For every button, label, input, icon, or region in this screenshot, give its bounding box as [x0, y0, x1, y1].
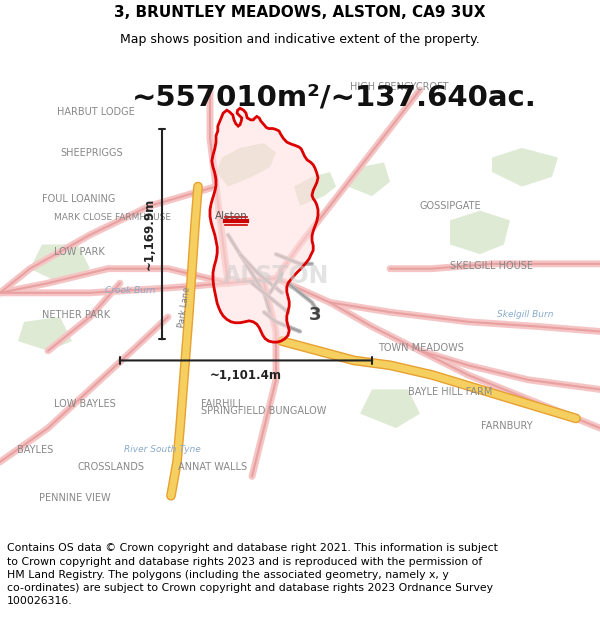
Text: FAIRHILL: FAIRHILL [201, 399, 243, 409]
Polygon shape [294, 172, 336, 206]
Polygon shape [492, 148, 558, 186]
Polygon shape [450, 211, 510, 254]
Text: HIGH SPENCYCROFT: HIGH SPENCYCROFT [350, 82, 448, 92]
Text: LOW PARK: LOW PARK [54, 247, 105, 257]
Text: 3: 3 [309, 306, 321, 324]
Text: ANNAT WALLS: ANNAT WALLS [178, 462, 248, 472]
Polygon shape [348, 162, 390, 196]
Text: ALSTON: ALSTON [223, 264, 329, 288]
Text: CROSSLANDS: CROSSLANDS [77, 462, 145, 472]
Text: Skelgill Burn: Skelgill Burn [497, 310, 553, 319]
Text: BAYLE HILL FARM: BAYLE HILL FARM [408, 387, 493, 397]
Polygon shape [216, 143, 276, 186]
Text: FOUL LOANING: FOUL LOANING [42, 194, 115, 204]
Text: Contains OS data © Crown copyright and database right 2021. This information is : Contains OS data © Crown copyright and d… [7, 543, 498, 606]
Polygon shape [30, 244, 90, 283]
Text: PENNINE VIEW: PENNINE VIEW [39, 493, 111, 503]
Text: FARNBURY: FARNBURY [481, 421, 533, 431]
Text: River South Tyne: River South Tyne [124, 446, 200, 454]
Text: MARK CLOSE FARMHOUSE: MARK CLOSE FARMHOUSE [54, 213, 171, 222]
Polygon shape [18, 317, 72, 351]
Polygon shape [360, 389, 420, 428]
Text: LOW BAYLES: LOW BAYLES [54, 399, 116, 409]
Text: SPRINGFIELD BUNGALOW: SPRINGFIELD BUNGALOW [202, 406, 326, 416]
Text: Alston: Alston [215, 211, 247, 221]
Polygon shape [210, 108, 318, 342]
Text: ~557010m²/~137.640ac.: ~557010m²/~137.640ac. [132, 83, 537, 111]
Text: HARBUT LODGE: HARBUT LODGE [57, 107, 135, 117]
Text: TOWN MEADOWS: TOWN MEADOWS [378, 343, 464, 353]
Text: Crook Burn: Crook Burn [105, 286, 155, 295]
Text: NETHER PARK: NETHER PARK [42, 309, 110, 319]
Text: ~1,101.4m: ~1,101.4m [210, 369, 282, 382]
Text: SHEEPRIGGS: SHEEPRIGGS [60, 148, 122, 158]
Text: SKELGILL HOUSE: SKELGILL HOUSE [450, 261, 533, 271]
Text: Park Lane: Park Lane [178, 286, 192, 328]
Text: ~1,169.9m: ~1,169.9m [142, 198, 155, 270]
Text: 3, BRUNTLEY MEADOWS, ALSTON, CA9 3UX: 3, BRUNTLEY MEADOWS, ALSTON, CA9 3UX [114, 5, 486, 20]
Text: Map shows position and indicative extent of the property.: Map shows position and indicative extent… [120, 34, 480, 46]
Text: BAYLES: BAYLES [17, 445, 53, 455]
Text: GOSSIPGATE: GOSSIPGATE [420, 201, 482, 211]
